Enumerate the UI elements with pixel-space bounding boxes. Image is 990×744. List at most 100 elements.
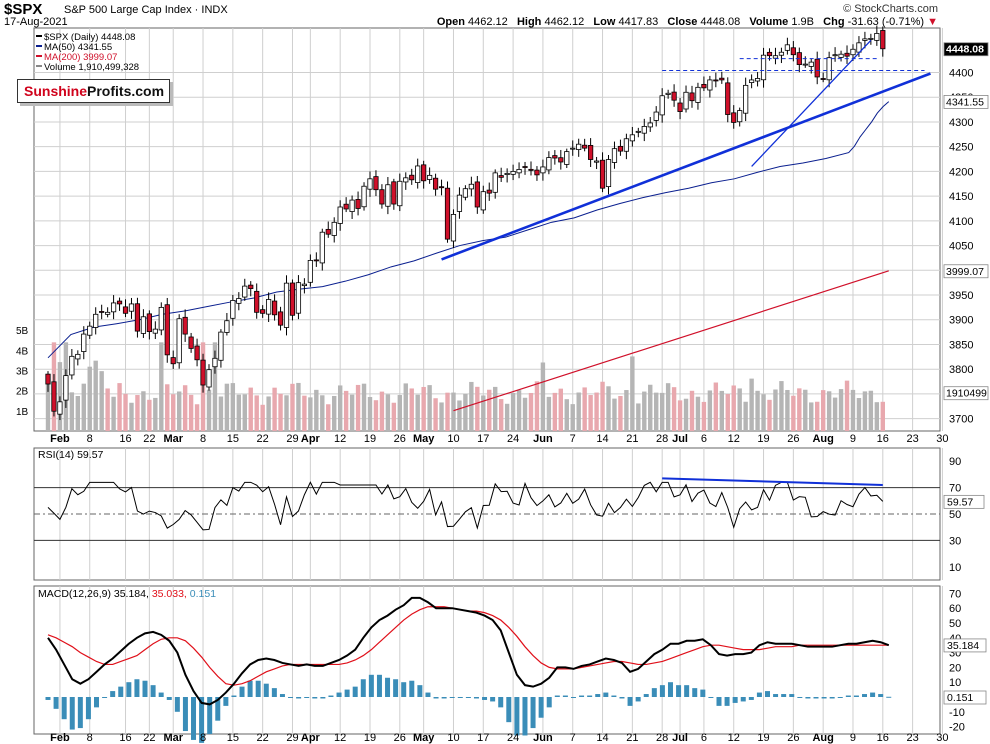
legend-swatch xyxy=(36,35,42,37)
candle-body xyxy=(498,175,504,178)
volume-bar xyxy=(767,399,772,431)
x-tick-label: Apr xyxy=(301,433,321,445)
candle-body xyxy=(719,77,725,81)
candle-body xyxy=(474,181,480,208)
volume-bar xyxy=(176,391,182,431)
x-tick-label: Apr xyxy=(301,732,321,744)
candle-body xyxy=(731,112,737,123)
macd-histogram-bar xyxy=(789,694,795,697)
volume-bar xyxy=(188,394,194,431)
x-tick-label: 19 xyxy=(364,732,376,744)
macd-histogram-bar xyxy=(821,697,827,699)
macd-histogram-bar xyxy=(207,697,213,734)
x-tick-label: 14 xyxy=(596,433,608,445)
candle-body xyxy=(421,164,427,182)
macd-histogram-bar xyxy=(708,697,714,698)
y-tick-label: 4250 xyxy=(949,142,973,154)
volume-bar xyxy=(654,392,659,431)
x-tick-label: May xyxy=(413,732,435,744)
candle-body xyxy=(242,285,248,298)
volume-bar xyxy=(373,400,379,431)
x-tick-label: May xyxy=(413,433,435,445)
candle-body xyxy=(355,199,361,209)
x-tick-label: Jun xyxy=(533,732,553,744)
macd-histogram-bar xyxy=(199,697,205,743)
legend-entry: Volume 1,910,499,328 xyxy=(44,62,139,73)
macd-histogram-bar xyxy=(837,697,843,698)
macd-histogram-bar xyxy=(239,686,245,697)
x-tick-label: 17 xyxy=(477,433,489,445)
volume-bar xyxy=(326,404,331,431)
candle-body xyxy=(176,318,182,364)
candle-body xyxy=(582,144,588,149)
volume-bar xyxy=(785,389,790,431)
x-tick-label: 24 xyxy=(507,732,519,744)
volume-bar xyxy=(725,393,730,431)
support-trendline xyxy=(751,39,872,167)
volume-bar xyxy=(803,389,808,431)
stockcharts-credit[interactable]: © StockCharts.com xyxy=(843,3,938,15)
volume-bar xyxy=(791,395,796,431)
x-tick-label: 22 xyxy=(257,433,269,445)
volume-bar xyxy=(594,392,599,431)
x-tick-label: 15 xyxy=(227,433,239,445)
macd-histogram-bar xyxy=(619,697,625,699)
candle-body xyxy=(778,51,785,56)
candle-body xyxy=(576,143,582,150)
macd-histogram-bar xyxy=(126,682,132,697)
volume-bar xyxy=(379,391,385,431)
volume-bar xyxy=(296,382,301,431)
candle-body xyxy=(754,78,761,82)
x-tick-label: 14 xyxy=(596,732,608,744)
volume-bar xyxy=(308,397,313,431)
legend-entry: MA(50) 4341.55 xyxy=(44,42,112,53)
macd-histogram-bar xyxy=(845,695,851,697)
macd-histogram-bar xyxy=(102,697,108,698)
volume-bar xyxy=(773,389,778,431)
candle-body xyxy=(200,359,206,386)
candle-body xyxy=(218,331,224,361)
volume-bar xyxy=(552,392,558,431)
volume-bar xyxy=(713,382,719,431)
candle-body xyxy=(814,58,820,78)
candle-body xyxy=(116,300,123,305)
macd-histogram-bar xyxy=(579,695,585,697)
high-value: 4462.12 xyxy=(544,16,585,28)
x-tick-label: 23 xyxy=(906,732,918,744)
candle-body xyxy=(260,309,266,314)
macd-tag xyxy=(943,690,987,705)
volume-bar xyxy=(99,371,104,431)
price-tag-label: 4341.55 xyxy=(946,96,984,108)
volume-bar xyxy=(129,402,134,431)
candle-body xyxy=(689,92,695,102)
macd-histogram-bar xyxy=(627,697,633,706)
volume-tick-label: 1B xyxy=(16,407,29,418)
candle-body xyxy=(194,345,200,361)
macd-tick-label: 60 xyxy=(949,603,961,615)
macd-histogram-bar xyxy=(829,697,835,699)
x-tick-label: 7 xyxy=(570,732,576,744)
candle-body xyxy=(409,174,415,181)
candle-body xyxy=(647,122,653,128)
macd-histogram-bar xyxy=(320,697,326,699)
x-tick-label: Jun xyxy=(533,433,553,445)
volume-bar xyxy=(105,388,110,431)
candle-body xyxy=(546,157,552,171)
volume-bar xyxy=(45,378,51,431)
macd-histogram-bar xyxy=(45,697,51,700)
volume-bar xyxy=(355,384,361,431)
macd-histogram-bar xyxy=(886,696,892,698)
x-tick-label: 6 xyxy=(701,433,707,445)
macd-histogram-bar xyxy=(215,697,221,721)
candle-body xyxy=(635,130,641,133)
volume-bar xyxy=(498,399,504,431)
volume-bar xyxy=(862,391,868,431)
macd-histogram-bar xyxy=(158,692,164,697)
y-tick-label: 3800 xyxy=(949,364,973,376)
volume-bar xyxy=(403,383,408,431)
candle-body xyxy=(248,284,254,289)
volume-bar xyxy=(75,395,81,431)
volume-bar xyxy=(153,397,158,431)
candle-body xyxy=(277,311,284,326)
volume-bar xyxy=(469,381,474,431)
